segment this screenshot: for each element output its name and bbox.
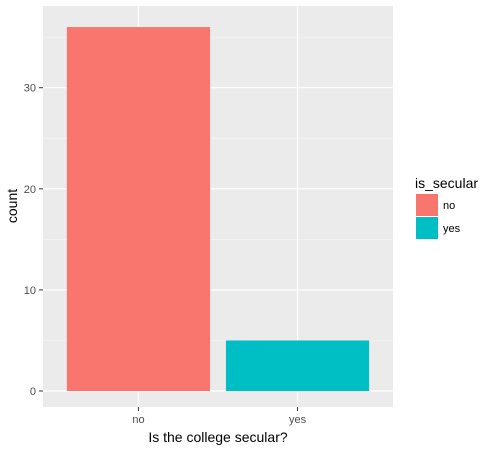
x-tick-label: no [132,414,144,426]
legend-label: yes [443,223,461,235]
x-tick-label: yes [289,414,307,426]
legend-label: no [443,200,455,212]
y-tick-label: 10 [24,285,36,297]
bar-yes [226,340,369,391]
legend-key-no [416,194,438,216]
y-tick-label: 0 [30,386,36,398]
y-tick-label: 20 [24,184,36,196]
bar-no [67,27,210,391]
y-tick-label: 30 [24,83,36,95]
legend-key-yes [416,217,438,239]
x-axis-ticks: no yes [132,407,306,426]
legend: is_secular no yes [415,175,478,239]
legend-title: is_secular [415,175,478,191]
y-axis-title: count [4,189,20,223]
x-axis-title: Is the college secular? [148,429,288,445]
y-axis-ticks: 0 10 20 30 [24,83,43,398]
